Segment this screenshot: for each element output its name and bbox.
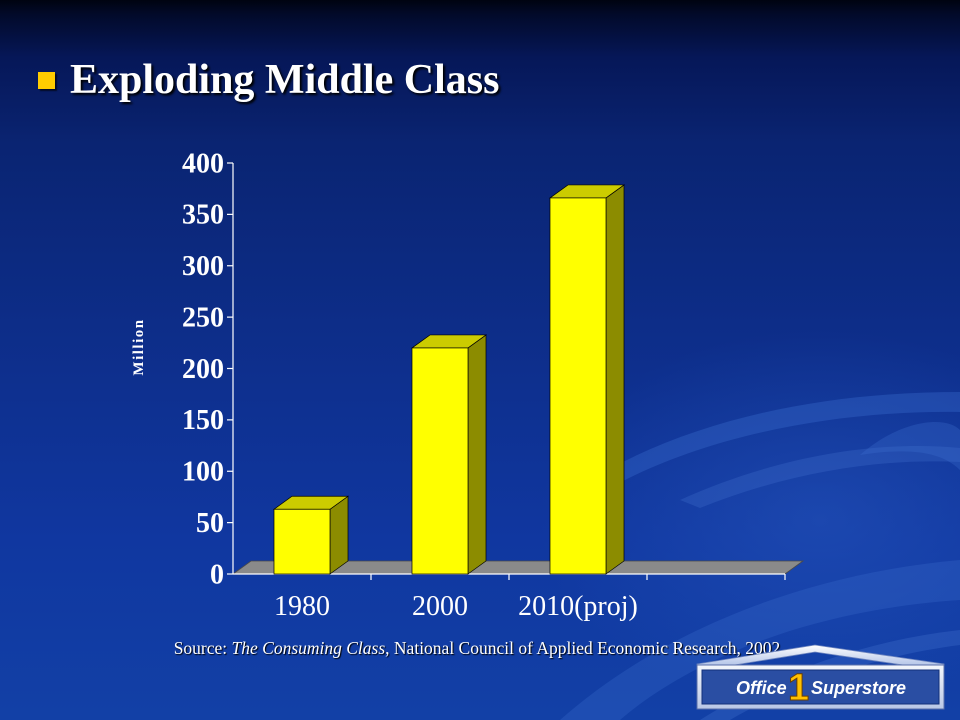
source-label: Source: xyxy=(173,638,232,658)
bar xyxy=(272,495,350,575)
y-tick-label: 50 xyxy=(196,508,224,539)
logo-panel xyxy=(701,669,940,705)
y-tick-label: 250 xyxy=(182,302,224,333)
background-swoosh xyxy=(680,445,960,508)
background-swoosh xyxy=(590,392,960,488)
background-glow xyxy=(540,330,960,710)
source-citation: Source: The Consuming Class, National Co… xyxy=(120,637,834,659)
logo-word-superstore: Superstore xyxy=(811,678,906,698)
bar xyxy=(410,334,488,575)
y-tick-label: 300 xyxy=(182,251,224,282)
bar-front-face xyxy=(411,347,469,575)
y-tick-label: 350 xyxy=(182,200,224,231)
bullet-square-icon xyxy=(38,72,55,89)
source-publication: The Consuming Class xyxy=(231,638,386,658)
y-tick-label: 0 xyxy=(210,559,224,590)
bar-front-face xyxy=(273,508,331,575)
slide-title: Exploding Middle Class xyxy=(70,57,500,103)
y-tick-label: 100 xyxy=(182,457,224,488)
source-details: , National Council of Applied Economic R… xyxy=(385,638,781,658)
logo-word-office: Office xyxy=(736,678,787,698)
background-swoosh xyxy=(560,560,960,720)
y-axis-label: Million xyxy=(131,318,147,375)
x-category-label: 2000 xyxy=(412,591,468,622)
x-category-label: 2010(proj) xyxy=(518,591,638,622)
y-tick-label: 400 xyxy=(182,148,224,179)
background-swoosh xyxy=(860,422,960,470)
chart-marks: 0 50 100 150 200 250 300 350 400 1980 2000 2010(pro… xyxy=(182,148,786,622)
logo-numeral: 1 xyxy=(788,667,809,709)
bar-front-face xyxy=(549,197,607,575)
y-tick-label: 200 xyxy=(182,354,224,385)
y-tick-label: 150 xyxy=(182,405,224,436)
x-category-label: 1980 xyxy=(274,591,330,622)
bar xyxy=(548,184,626,575)
office1-superstore-logo: Office 1 Superstore xyxy=(696,644,945,710)
